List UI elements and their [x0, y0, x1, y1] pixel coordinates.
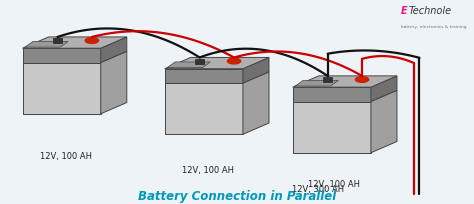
Polygon shape	[243, 58, 269, 84]
Text: battery, electronics & training: battery, electronics & training	[401, 24, 466, 29]
Polygon shape	[323, 78, 332, 83]
Polygon shape	[164, 58, 269, 69]
Text: Battery Connection in Parallel: Battery Connection in Parallel	[138, 189, 336, 202]
Polygon shape	[164, 69, 243, 84]
Text: 12V, 300 AH: 12V, 300 AH	[292, 184, 344, 193]
Text: 12V, 100 AH: 12V, 100 AH	[40, 151, 92, 160]
Circle shape	[85, 39, 99, 44]
Polygon shape	[195, 59, 204, 64]
Text: E: E	[401, 6, 407, 16]
Polygon shape	[292, 88, 371, 102]
Polygon shape	[23, 49, 100, 63]
Polygon shape	[53, 39, 62, 44]
Polygon shape	[164, 84, 243, 135]
Polygon shape	[292, 102, 371, 153]
Polygon shape	[25, 42, 68, 48]
Polygon shape	[23, 38, 127, 49]
Text: 12V, 100 AH: 12V, 100 AH	[308, 180, 360, 188]
Text: 12V, 100 AH: 12V, 100 AH	[182, 165, 235, 174]
Polygon shape	[292, 76, 397, 88]
Polygon shape	[295, 81, 338, 87]
Polygon shape	[100, 52, 127, 114]
Circle shape	[228, 59, 241, 65]
Polygon shape	[23, 63, 100, 114]
Polygon shape	[371, 91, 397, 153]
Circle shape	[356, 77, 369, 83]
Polygon shape	[371, 76, 397, 102]
Polygon shape	[243, 72, 269, 135]
Text: Technole: Technole	[409, 6, 452, 16]
Polygon shape	[100, 38, 127, 63]
Polygon shape	[167, 63, 210, 68]
